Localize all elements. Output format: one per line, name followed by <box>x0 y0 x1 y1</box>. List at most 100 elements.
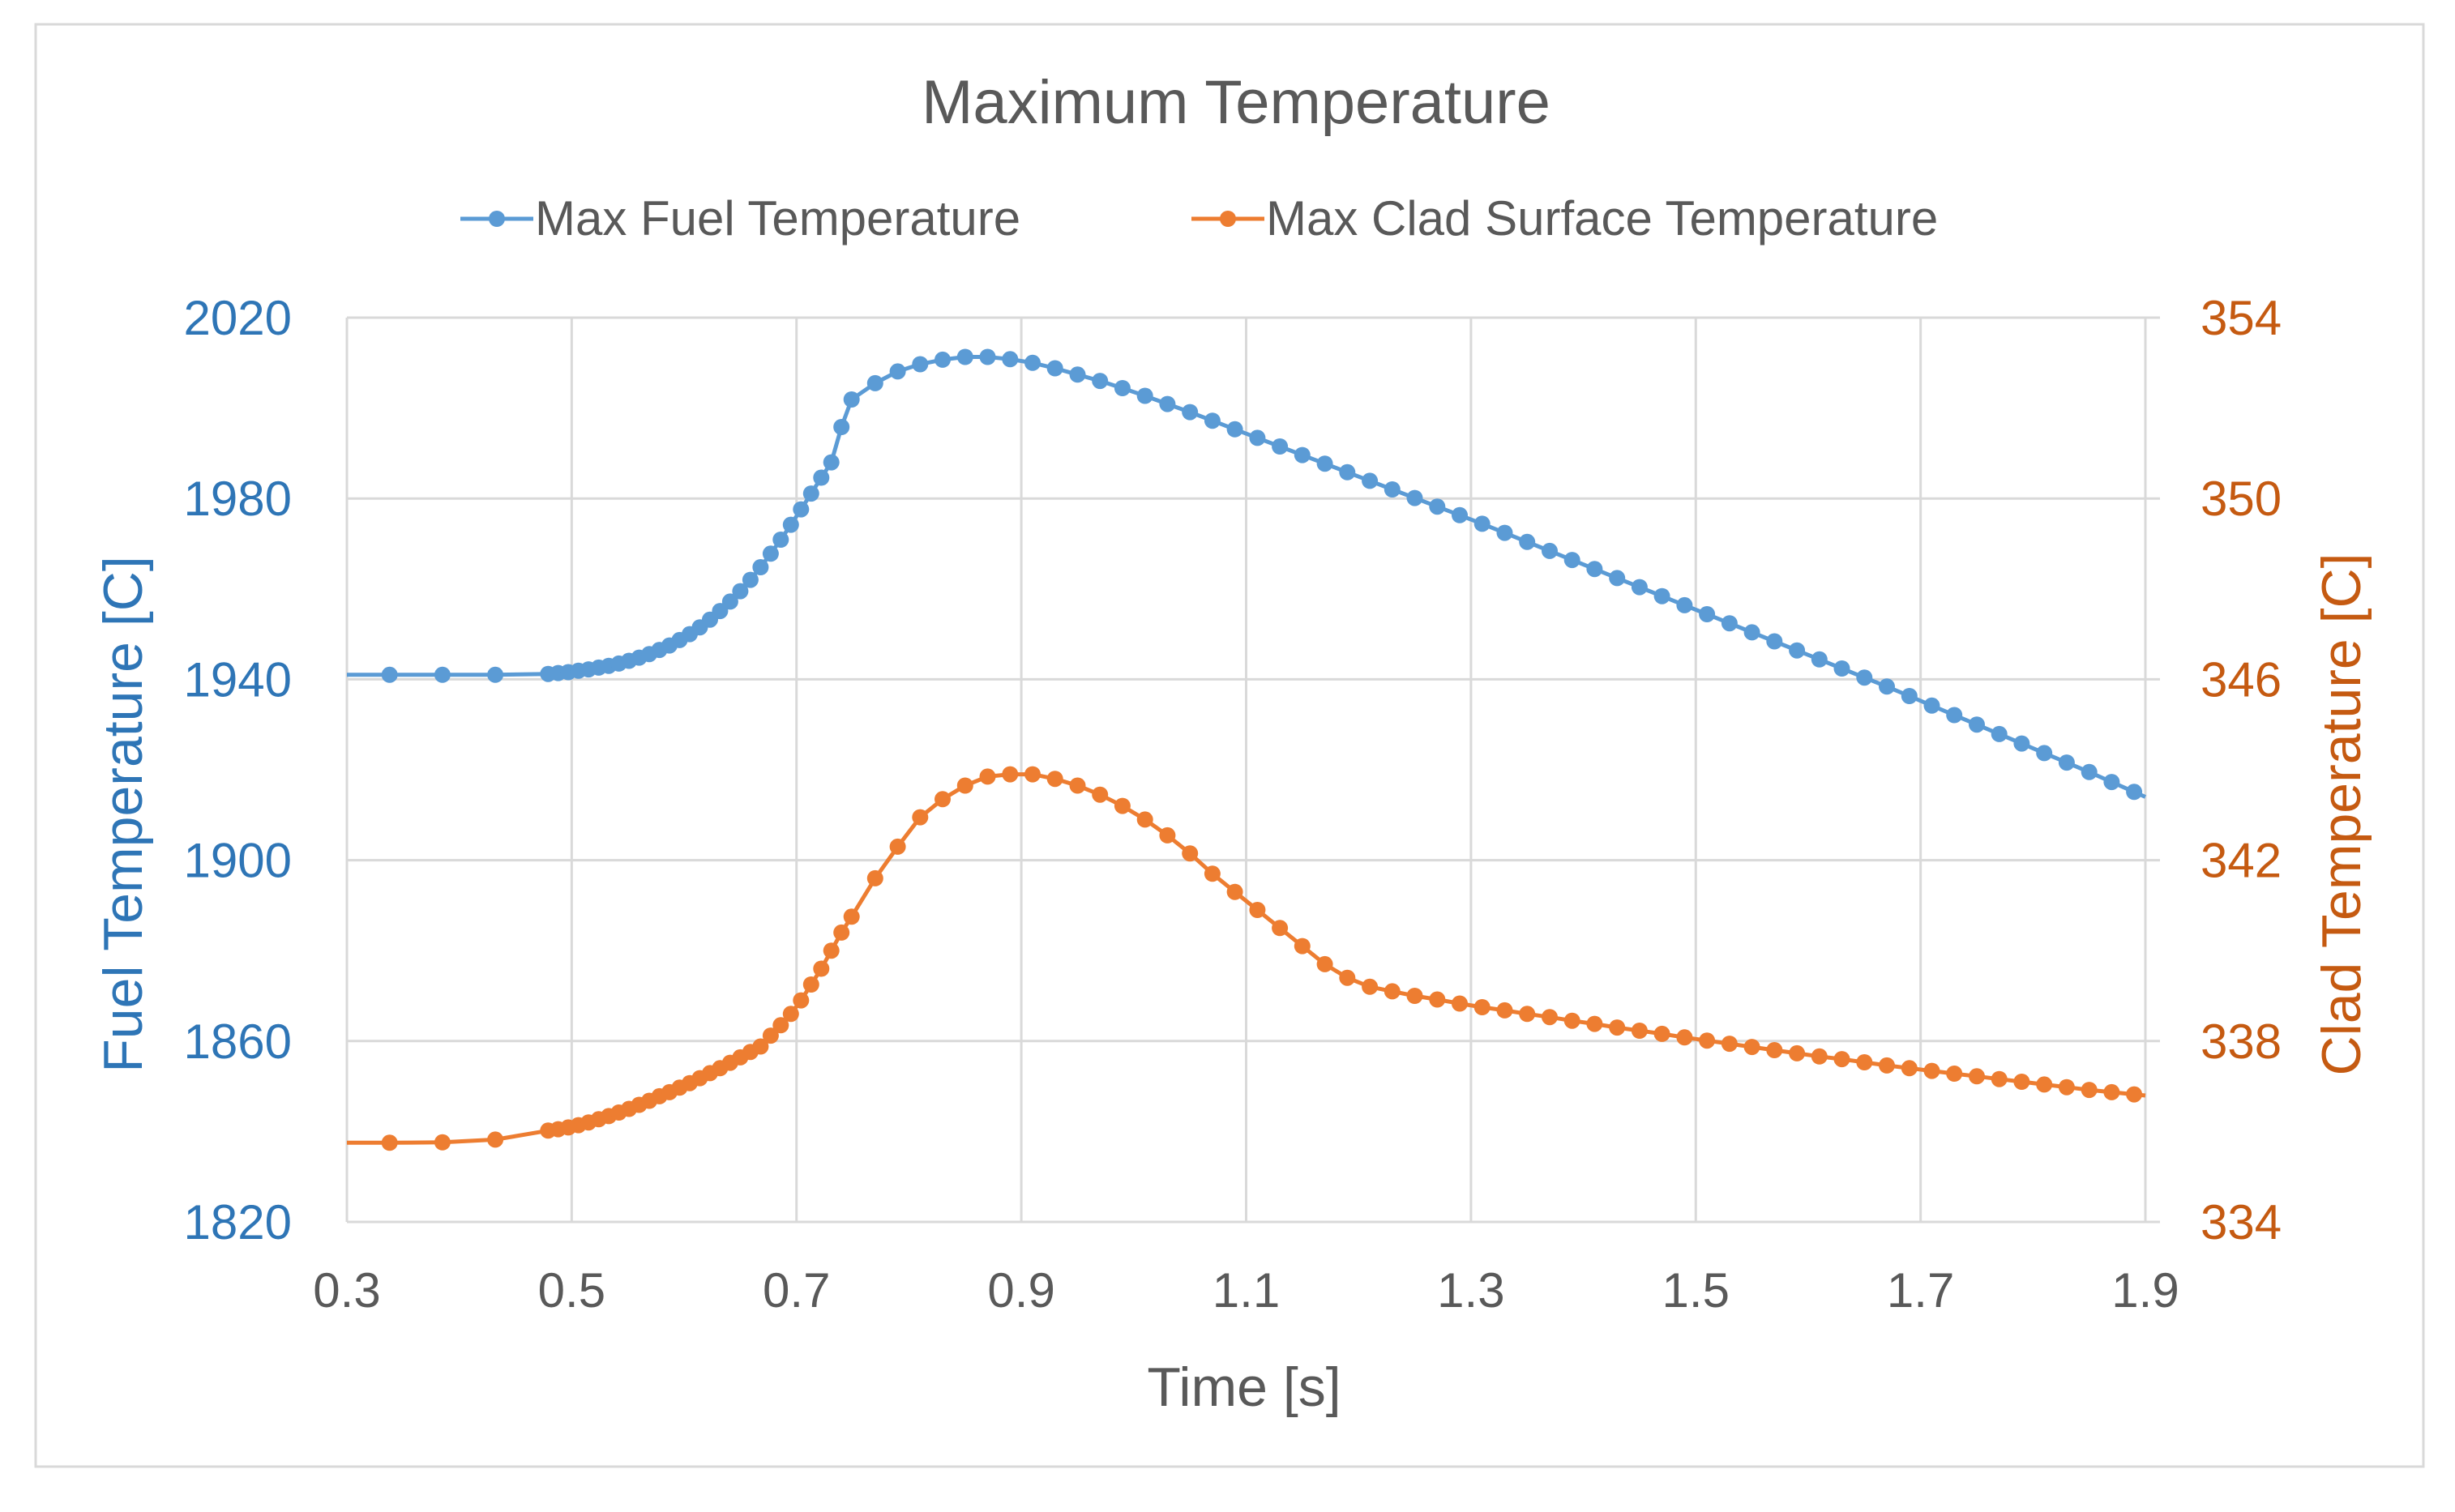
data-point-clad[interactable] <box>1226 883 1243 900</box>
data-point-fuel[interactable] <box>1249 429 1266 446</box>
data-point-fuel[interactable] <box>1519 533 1536 550</box>
data-point-clad[interactable] <box>1991 1070 2008 1087</box>
data-point-clad[interactable] <box>772 1017 789 1034</box>
data-point-clad[interactable] <box>1542 1009 1558 1026</box>
data-point-fuel[interactable] <box>381 666 398 683</box>
data-point-fuel[interactable] <box>1833 660 1850 677</box>
data-point-clad[interactable] <box>1429 991 1446 1008</box>
data-point-fuel[interactable] <box>1114 380 1131 396</box>
data-point-clad[interactable] <box>1046 771 1063 788</box>
data-point-fuel[interactable] <box>1384 481 1401 498</box>
data-point-fuel[interactable] <box>2081 763 2098 780</box>
data-point-clad[interactable] <box>1294 938 1311 955</box>
data-point-fuel[interactable] <box>1024 354 1041 371</box>
data-point-fuel[interactable] <box>1609 570 1626 587</box>
data-point-clad[interactable] <box>2013 1074 2030 1090</box>
data-point-clad[interactable] <box>843 908 860 925</box>
data-point-fuel[interactable] <box>1563 552 1580 569</box>
data-point-clad[interactable] <box>1879 1057 1895 1074</box>
data-point-clad[interactable] <box>1159 826 1176 844</box>
data-point-clad[interactable] <box>434 1134 451 1151</box>
data-point-clad[interactable] <box>2058 1078 2075 1096</box>
data-point-clad[interactable] <box>935 791 951 808</box>
data-point-fuel[interactable] <box>2126 784 2143 801</box>
data-point-fuel[interactable] <box>712 603 729 620</box>
data-point-clad[interactable] <box>752 1038 769 1055</box>
data-point-fuel[interactable] <box>1991 725 2008 742</box>
data-point-fuel[interactable] <box>2036 745 2053 762</box>
data-point-clad[interactable] <box>2103 1083 2120 1100</box>
data-point-fuel[interactable] <box>1136 387 1153 404</box>
data-point-fuel[interactable] <box>1339 463 1356 481</box>
data-point-fuel[interactable] <box>1721 615 1738 632</box>
data-point-clad[interactable] <box>782 1006 799 1023</box>
data-point-fuel[interactable] <box>1316 455 1333 472</box>
data-point-clad[interactable] <box>1811 1048 1828 1065</box>
data-point-clad[interactable] <box>1856 1054 1873 1070</box>
data-point-clad[interactable] <box>1002 766 1019 783</box>
data-point-clad[interactable] <box>1969 1068 1985 1085</box>
data-point-fuel[interactable] <box>1092 373 1109 390</box>
data-point-clad[interactable] <box>1496 1002 1513 1019</box>
data-point-fuel[interactable] <box>1631 579 1648 596</box>
data-point-clad[interactable] <box>1743 1039 1760 1056</box>
data-point-clad[interactable] <box>956 777 973 794</box>
data-point-fuel[interactable] <box>889 363 906 380</box>
data-point-fuel[interactable] <box>487 666 504 683</box>
data-point-clad[interactable] <box>1204 865 1221 882</box>
data-point-fuel[interactable] <box>1743 624 1760 641</box>
data-point-clad[interactable] <box>2081 1082 2098 1099</box>
data-point-fuel[interactable] <box>979 348 996 365</box>
data-point-fuel[interactable] <box>1901 688 1918 704</box>
data-point-fuel[interactable] <box>742 571 759 588</box>
data-point-clad[interactable] <box>1699 1032 1716 1049</box>
data-point-clad[interactable] <box>1609 1019 1626 1036</box>
data-point-fuel[interactable] <box>1002 351 1019 368</box>
data-point-fuel[interactable] <box>935 351 951 368</box>
data-point-clad[interactable] <box>889 838 906 855</box>
data-point-fuel[interactable] <box>1676 596 1693 613</box>
data-point-clad[interactable] <box>1946 1066 1963 1082</box>
data-point-fuel[interactable] <box>1452 506 1468 523</box>
data-point-fuel[interactable] <box>1226 421 1243 438</box>
data-point-clad[interactable] <box>1249 902 1266 918</box>
data-point-fuel[interactable] <box>1406 489 1423 506</box>
data-point-fuel[interactable] <box>1069 366 1086 383</box>
data-point-clad[interactable] <box>833 924 850 941</box>
data-point-clad[interactable] <box>1833 1051 1850 1068</box>
data-point-fuel[interactable] <box>1046 360 1063 377</box>
data-point-clad[interactable] <box>1452 995 1468 1012</box>
data-point-clad[interactable] <box>381 1134 398 1151</box>
data-point-clad[interactable] <box>1362 978 1379 995</box>
data-point-clad[interactable] <box>802 976 819 993</box>
data-point-fuel[interactable] <box>802 485 819 502</box>
data-point-fuel[interactable] <box>721 593 738 610</box>
data-point-clad[interactable] <box>487 1131 504 1148</box>
data-point-fuel[interactable] <box>912 356 929 373</box>
data-point-clad[interactable] <box>1272 920 1289 937</box>
data-point-clad[interactable] <box>793 992 810 1009</box>
data-point-fuel[interactable] <box>1159 395 1176 412</box>
data-point-clad[interactable] <box>1901 1060 1918 1077</box>
data-point-fuel[interactable] <box>1429 498 1446 515</box>
data-point-clad[interactable] <box>2126 1086 2143 1103</box>
data-point-clad[interactable] <box>1316 955 1333 972</box>
legend-entry-clad[interactable]: Max Clad Surface Temperature <box>1191 191 1938 246</box>
data-point-clad[interactable] <box>2036 1076 2053 1093</box>
data-point-fuel[interactable] <box>1811 651 1828 668</box>
data-point-clad[interactable] <box>979 768 996 785</box>
data-point-fuel[interactable] <box>772 532 789 548</box>
data-point-fuel[interactable] <box>2013 735 2030 752</box>
data-point-clad[interactable] <box>1406 988 1423 1004</box>
data-point-fuel[interactable] <box>1182 404 1199 421</box>
data-point-fuel[interactable] <box>1473 515 1491 532</box>
data-point-fuel[interactable] <box>956 348 973 365</box>
data-point-fuel[interactable] <box>1496 524 1513 541</box>
data-point-clad[interactable] <box>1653 1025 1670 1042</box>
data-point-fuel[interactable] <box>2103 774 2120 791</box>
data-point-clad[interactable] <box>1923 1062 1940 1079</box>
data-point-fuel[interactable] <box>434 666 451 683</box>
data-point-fuel[interactable] <box>1699 606 1716 622</box>
data-point-fuel[interactable] <box>1586 561 1603 578</box>
data-point-clad[interactable] <box>1586 1015 1603 1032</box>
